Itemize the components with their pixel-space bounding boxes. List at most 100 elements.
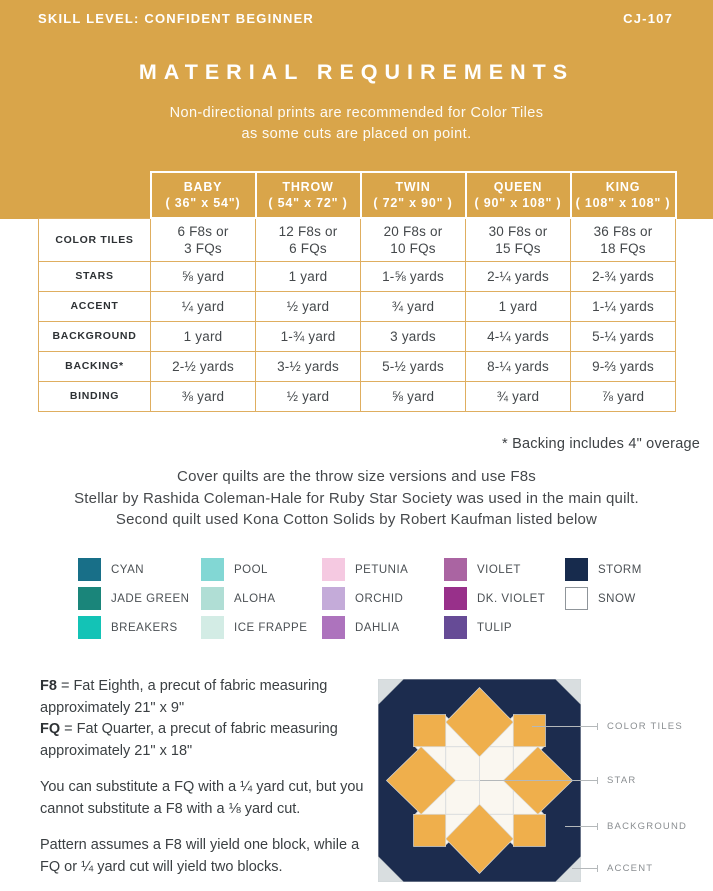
quilt-block-illustration: [378, 679, 581, 882]
subtitle: Non-directional prints are recommended f…: [0, 103, 713, 145]
page-title: MATERIAL REQUIREMENTS: [138, 60, 575, 84]
table-cell: 1 yard: [465, 290, 571, 322]
table-cell: 1 yard: [255, 260, 361, 292]
quilt-block-diagram: COLOR TILES STAR BACKGROUND ACCENT: [360, 665, 713, 891]
legend-item: POOL: [201, 558, 322, 581]
table-cell: 36 F8s or 18 FQs: [570, 217, 676, 262]
column-header-throw: THROW( 54" x 72" ): [254, 171, 362, 219]
table-cell: ¾ yard: [360, 290, 466, 322]
leader-tick: [597, 723, 598, 730]
swatch-label: ORCHID: [355, 592, 404, 605]
swatch-label: BREAKERS: [111, 621, 178, 634]
leader-line-background: [565, 826, 598, 827]
swatch-label: DK. VIOLET: [477, 592, 546, 605]
legend-item: ICE FRAPPE: [201, 616, 322, 639]
row-label: COLOR TILES: [38, 217, 151, 262]
table-cell: 1-¼ yards: [570, 290, 676, 322]
notes-paragraph: Cover quilts are the throw size versions…: [0, 466, 713, 531]
table-cell: 4-¼ yards: [465, 320, 571, 352]
note-line-2: Stellar by Rashida Coleman-Hale for Ruby…: [74, 489, 639, 507]
legend-item: CYAN: [78, 558, 201, 581]
table-cell: 3-½ yards: [255, 350, 361, 382]
color-swatch: [322, 558, 345, 581]
backing-footnote: * Backing includes 4" overage: [502, 436, 700, 452]
table-cell: 30 F8s or 15 FQs: [465, 217, 571, 262]
note-line-1: Cover quilts are the throw size versions…: [177, 468, 536, 485]
color-swatch: [78, 558, 101, 581]
legend-column-violets: VIOLET DK. VIOLET TULIP: [444, 558, 565, 639]
table-cell: 8-¼ yards: [465, 350, 571, 382]
table-cell: ¼ yard: [150, 290, 256, 322]
legend-column-teals: CYAN JADE GREEN BREAKERS: [78, 558, 201, 639]
table-cell: 2-¼ yards: [465, 260, 571, 292]
color-swatch: [444, 616, 467, 639]
table-cell: 3 yards: [360, 320, 466, 352]
color-swatch: [78, 616, 101, 639]
diagram-label-star: STAR: [607, 775, 637, 786]
table-cell: ⅞ yard: [570, 380, 676, 412]
table-cell: ⅝ yard: [150, 260, 256, 292]
material-requirements-table: BABY( 36" x 54") THROW( 54" x 72" ) TWIN…: [38, 171, 677, 412]
color-swatch: [322, 616, 345, 639]
swatch-label: SNOW: [598, 592, 636, 605]
color-swatch: [201, 558, 224, 581]
skill-level-text: SKILL LEVEL: CONFIDENT BEGINNER: [38, 11, 315, 26]
table-cell: 1-⅝ yards: [360, 260, 466, 292]
leader-tick: [597, 865, 598, 872]
table-cell: 12 F8s or 6 FQs: [255, 217, 361, 262]
row-label: BACKGROUND: [38, 320, 151, 352]
table-cell: ¾ yard: [465, 380, 571, 412]
yield-note: Pattern assumes a F8 will yield one bloc…: [40, 837, 360, 875]
table-cell: 6 F8s or 3 FQs: [150, 217, 256, 262]
table-cell: ½ yard: [255, 290, 361, 322]
pattern-code: CJ-107: [623, 11, 673, 26]
table-row-stars: STARS ⅝ yard 1 yard 1-⅝ yards 2-¼ yards …: [38, 260, 676, 292]
table-cell: 2-½ yards: [150, 350, 256, 382]
legend-item: BREAKERS: [78, 616, 201, 639]
swatch-label: STORM: [598, 563, 642, 576]
row-label: STARS: [38, 260, 151, 292]
legend-item: STORM: [565, 558, 690, 581]
swatch-label: ALOHA: [234, 592, 276, 605]
table-cell: 1-¾ yard: [255, 320, 361, 352]
swatch-label: DAHLIA: [355, 621, 400, 634]
table-corner-cell: [39, 172, 151, 218]
column-header-twin: TWIN( 72" x 90" ): [359, 171, 467, 219]
legend-item: VIOLET: [444, 558, 565, 581]
leader-line-color-tiles: [532, 726, 598, 727]
table-row-binding: BINDING ⅜ yard ½ yard ⅝ yard ¾ yard ⅞ ya…: [38, 380, 676, 412]
table-cell: 9-⅔ yards: [570, 350, 676, 382]
table-cell: 2-¾ yards: [570, 260, 676, 292]
color-swatch: [565, 558, 588, 581]
column-header-baby: BABY( 36" x 54"): [149, 171, 257, 219]
color-swatch: [78, 587, 101, 610]
legend-column-pinks: PETUNIA ORCHID DAHLIA: [322, 558, 444, 639]
swatch-label: JADE GREEN: [111, 592, 190, 605]
color-swatch: [322, 587, 345, 610]
column-header-queen: QUEEN( 90" x 108" ): [464, 171, 572, 219]
column-header-king: KING( 108" x 108" ): [569, 171, 677, 219]
table-cell: 5-½ yards: [360, 350, 466, 382]
color-swatch: [201, 587, 224, 610]
leader-tick: [597, 777, 598, 784]
subtitle-line-1: Non-directional prints are recommended f…: [169, 105, 544, 121]
table-cell: ⅝ yard: [360, 380, 466, 412]
table-cell: 20 F8s or 10 FQs: [360, 217, 466, 262]
swatch-label: PETUNIA: [355, 563, 409, 576]
definition-f8-fq: F8 = Fat Eighth, a precut of fabric meas…: [40, 678, 338, 759]
legend-item: PETUNIA: [322, 558, 444, 581]
row-label: ACCENT: [38, 290, 151, 322]
fabric-color-legend: CYAN JADE GREEN BREAKERS POOL ALOHA ICE …: [78, 558, 690, 639]
table-row-color-tiles: COLOR TILES 6 F8s or 3 FQs 12 F8s or 6 F…: [38, 217, 676, 262]
substitution-note: You can substitute a FQ with a ¼ yard cu…: [40, 779, 364, 817]
swatch-label: CYAN: [111, 563, 145, 576]
table-cell: 1 yard: [150, 320, 256, 352]
swatch-label: POOL: [234, 563, 268, 576]
swatch-label: VIOLET: [477, 563, 521, 576]
subtitle-line-2: as some cuts are placed on point.: [241, 126, 472, 142]
legend-item: JADE GREEN: [78, 587, 201, 610]
color-swatch: [444, 558, 467, 581]
color-swatch: [444, 587, 467, 610]
legend-column-neutrals: STORM SNOW: [565, 558, 690, 639]
